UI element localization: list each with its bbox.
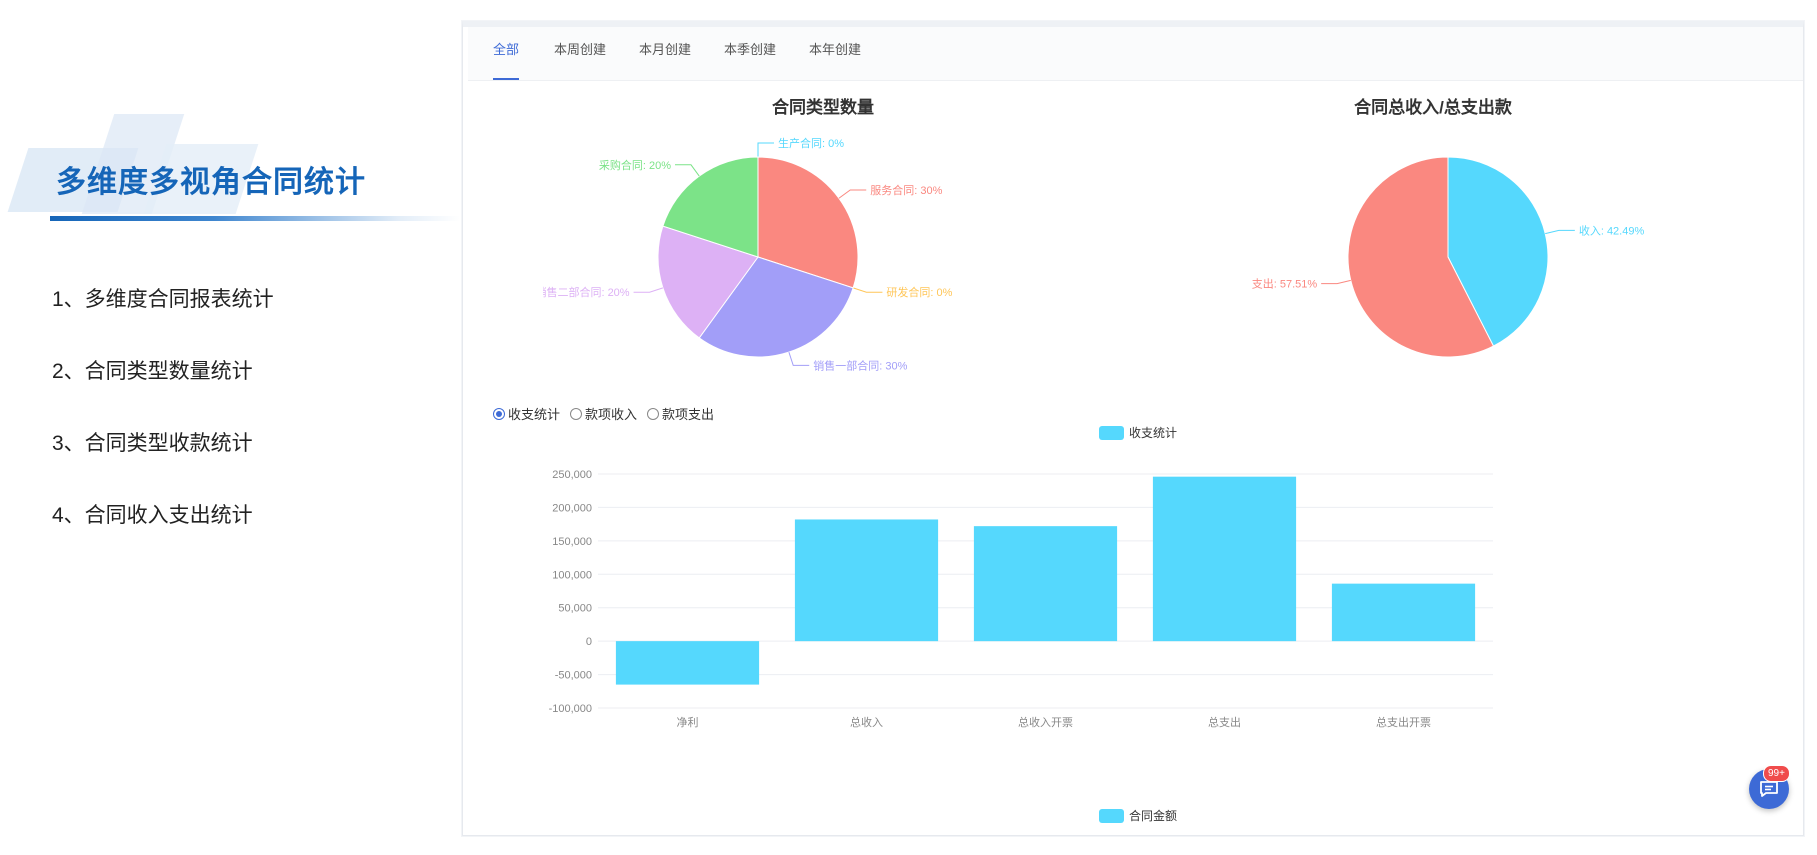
pie-slice-label: 销售二部合同: 20% — [543, 285, 630, 299]
pie-slice[interactable] — [698, 256, 854, 358]
x-tick-label: 总支出 — [1208, 715, 1241, 729]
y-tick-label: 50,000 — [558, 603, 592, 615]
legend-label: 收支统计 — [1129, 426, 1178, 440]
notification-badge: 99+ — [1763, 765, 1790, 782]
contract-type-pie-chart: 生产合同: 0% 服务合同: 30% 研发合同: 0% 销售一部合同: 30% 销售二部… — [543, 136, 953, 372]
pie-slice-label: 收入: 42.49% — [1579, 223, 1645, 237]
feature-list: 1、多维度合同报表统计 2、合同类型数量统计 3、合同类型收款统计 4、合同收入… — [52, 282, 274, 570]
feature-item: 1、多维度合同报表统计 — [52, 288, 274, 311]
pie-label-line — [674, 164, 700, 177]
y-tick-label: 150,000 — [552, 536, 592, 548]
pie-label-line — [757, 142, 774, 157]
stats-mode-radio-group: 收支统计 款项收入 款项支出 — [493, 404, 724, 423]
radio-label: 收支统计 — [508, 407, 561, 422]
feature-item: 3、合同类型收款统计 — [52, 432, 253, 455]
pie-slice-label: 研发合同: 0% — [886, 285, 952, 299]
income-expense-chart-title: 合同总收入/总支出款 — [1354, 98, 1512, 117]
feature-item: 4、合同收入支出统计 — [52, 504, 253, 527]
radio-label: 款项支出 — [662, 407, 715, 422]
tab-this-year[interactable]: 本年创建 — [809, 42, 862, 57]
x-tick-label: 净利 — [677, 715, 699, 729]
chat-icon — [1760, 781, 1778, 797]
bar[interactable] — [1331, 583, 1476, 642]
bar[interactable] — [1152, 476, 1297, 642]
pie-label-line — [1321, 279, 1351, 285]
y-tick-label: 0 — [586, 636, 592, 648]
bar-chart-bottom-legend[interactable]: 合同金额 — [1099, 807, 1177, 824]
radio-dot — [493, 407, 505, 420]
pie-slice-label: 采购合同: 20% — [599, 158, 671, 172]
radio-label: 款项收入 — [585, 407, 638, 422]
radio-payment-expense[interactable]: 款项支出 — [647, 404, 714, 423]
radio-dot — [570, 407, 583, 420]
bar-chart-top-legend[interactable]: 收支统计 — [1099, 424, 1177, 441]
feature-item: 2、合同类型数量统计 — [52, 360, 253, 383]
bar[interactable] — [615, 641, 760, 685]
pie-label-line — [1545, 229, 1575, 235]
contract-type-chart-title: 合同类型数量 — [772, 98, 874, 117]
y-tick-label: 200,000 — [552, 502, 592, 514]
pie-slice-label: 支出: 57.51% — [1252, 277, 1318, 291]
pie-slice[interactable] — [757, 156, 859, 289]
pie-label-line — [788, 351, 810, 366]
pie-slice-label: 生产合同: 0% — [778, 136, 844, 150]
radio-payment-income[interactable]: 款项收入 — [570, 404, 637, 423]
radio-dot — [647, 407, 660, 420]
bar[interactable] — [794, 519, 939, 642]
y-tick-label: -100,000 — [549, 703, 592, 715]
y-tick-label: 250,000 — [552, 469, 592, 481]
legend-swatch — [1099, 425, 1124, 440]
legend-label: 合同金额 — [1129, 809, 1178, 823]
bar[interactable] — [973, 526, 1118, 642]
x-tick-label: 总收入 — [850, 715, 883, 729]
pie-label-line — [838, 189, 867, 199]
y-tick-label: -50,000 — [555, 670, 592, 682]
pie-label-line — [852, 287, 883, 293]
y-tick-label: 100,000 — [552, 569, 592, 581]
x-tick-label: 总收入开票 — [1018, 715, 1073, 729]
contract-stats-window: 全部 本周创建 本月创建 本季创建 本年创建 合同类型数量 合同总收入/总支出款… — [462, 21, 1804, 836]
pie-slice-label: 销售一部合同: 30% — [813, 358, 907, 372]
tab-all[interactable]: 全部 — [493, 27, 520, 80]
slide-title: 多维度多视角合同统计 — [56, 166, 366, 199]
tab-this-quarter[interactable]: 本季创建 — [724, 42, 777, 57]
income-expense-bar-chart: 250,000 200,000 150,000 100,000 50,000 0 -50,0… — [549, 469, 1493, 729]
radio-income-expense-stats[interactable]: 收支统计 — [493, 404, 560, 423]
x-tick-label: 总支出开票 — [1376, 715, 1431, 729]
income-expense-pie-chart: 收入: 42.49% 支出: 57.51% — [1252, 156, 1645, 358]
tab-this-week[interactable]: 本周创建 — [554, 42, 607, 57]
pie-slice[interactable] — [1447, 156, 1549, 347]
legend-swatch — [1099, 808, 1124, 823]
title-underline — [50, 216, 460, 221]
pie-slice-label: 服务合同: 30% — [870, 183, 942, 197]
date-filter-tabs: 全部 本周创建 本月创建 本季创建 本年创建 — [468, 27, 1803, 81]
tab-this-month[interactable]: 本月创建 — [639, 42, 692, 57]
pie-label-line — [633, 287, 664, 293]
